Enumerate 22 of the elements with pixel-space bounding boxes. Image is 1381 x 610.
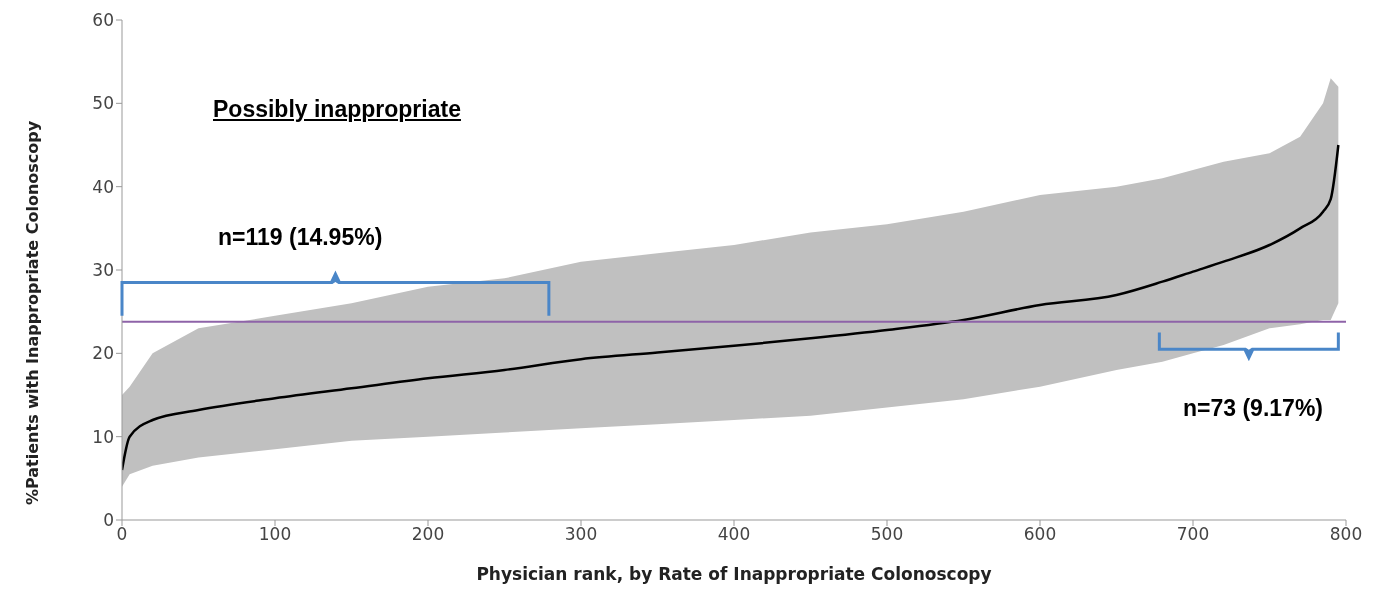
annotation: n=119 (14.95%) [218,224,383,251]
y-tick-label: 50 [92,93,114,114]
x-axis-title: Physician rank, by Rate of Inappropriate Colonoscopy [476,564,992,584]
x-tick-label: 100 [258,524,292,545]
x-tick-label: 700 [1176,524,1210,545]
x-tick-label: 600 [1023,524,1057,545]
y-axis-title: %Patients with Inappropriate Colonoscopy [22,120,42,505]
y-tick-label: 0 [103,510,114,531]
y-tick-label: 20 [92,343,114,364]
y-tick-label: 10 [92,426,114,447]
y-tick-label: 30 [92,260,114,281]
y-tick-label: 60 [92,10,114,31]
annotation: n=73 (9.17%) [1183,395,1323,422]
x-tick-label: 500 [870,524,904,545]
x-tick-label: 800 [1329,524,1363,545]
x-tick-label: 300 [564,524,598,545]
y-tick-label: 40 [92,176,114,197]
annotation: Possibly inappropriate [213,96,461,123]
x-tick-label: 200 [411,524,445,545]
x-tick-label: 400 [717,524,751,545]
line-series [122,143,1340,472]
x-tick-label: 0 [116,524,128,545]
